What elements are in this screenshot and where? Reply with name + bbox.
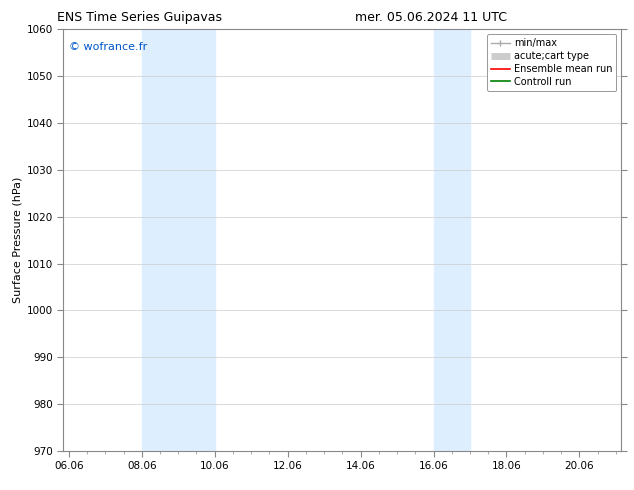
Y-axis label: Surface Pressure (hPa): Surface Pressure (hPa) — [13, 177, 23, 303]
Bar — [142, 29, 215, 451]
Legend: min/max, acute;cart type, Ensemble mean run, Controll run: min/max, acute;cart type, Ensemble mean … — [487, 34, 616, 91]
Text: ENS Time Series Guipavas: ENS Time Series Guipavas — [57, 11, 222, 24]
Bar — [434, 29, 470, 451]
Text: mer. 05.06.2024 11 UTC: mer. 05.06.2024 11 UTC — [355, 11, 507, 24]
Text: © wofrance.fr: © wofrance.fr — [69, 42, 147, 52]
